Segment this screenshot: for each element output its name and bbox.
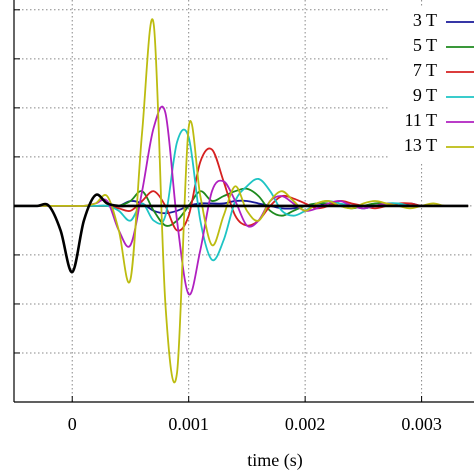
x-tick-label: 0.002 [285, 414, 326, 434]
x-tick-label: 0.001 [168, 414, 209, 434]
x-axis-label: time (s) [247, 450, 303, 471]
x-tick-label: 0 [68, 414, 77, 434]
series-line [14, 128, 469, 262]
x-tick-label: 0.003 [401, 414, 442, 434]
series-line [14, 193, 469, 274]
legend-label: 7 T [413, 60, 437, 80]
legend-label: 5 T [413, 35, 437, 55]
legend-label: 3 T [413, 10, 437, 30]
legend-label: 9 T [413, 85, 437, 105]
legend-label: 11 T [404, 110, 437, 130]
series-line [14, 18, 469, 384]
legend-label: 13 T [404, 135, 437, 155]
legend-box [390, 6, 474, 162]
